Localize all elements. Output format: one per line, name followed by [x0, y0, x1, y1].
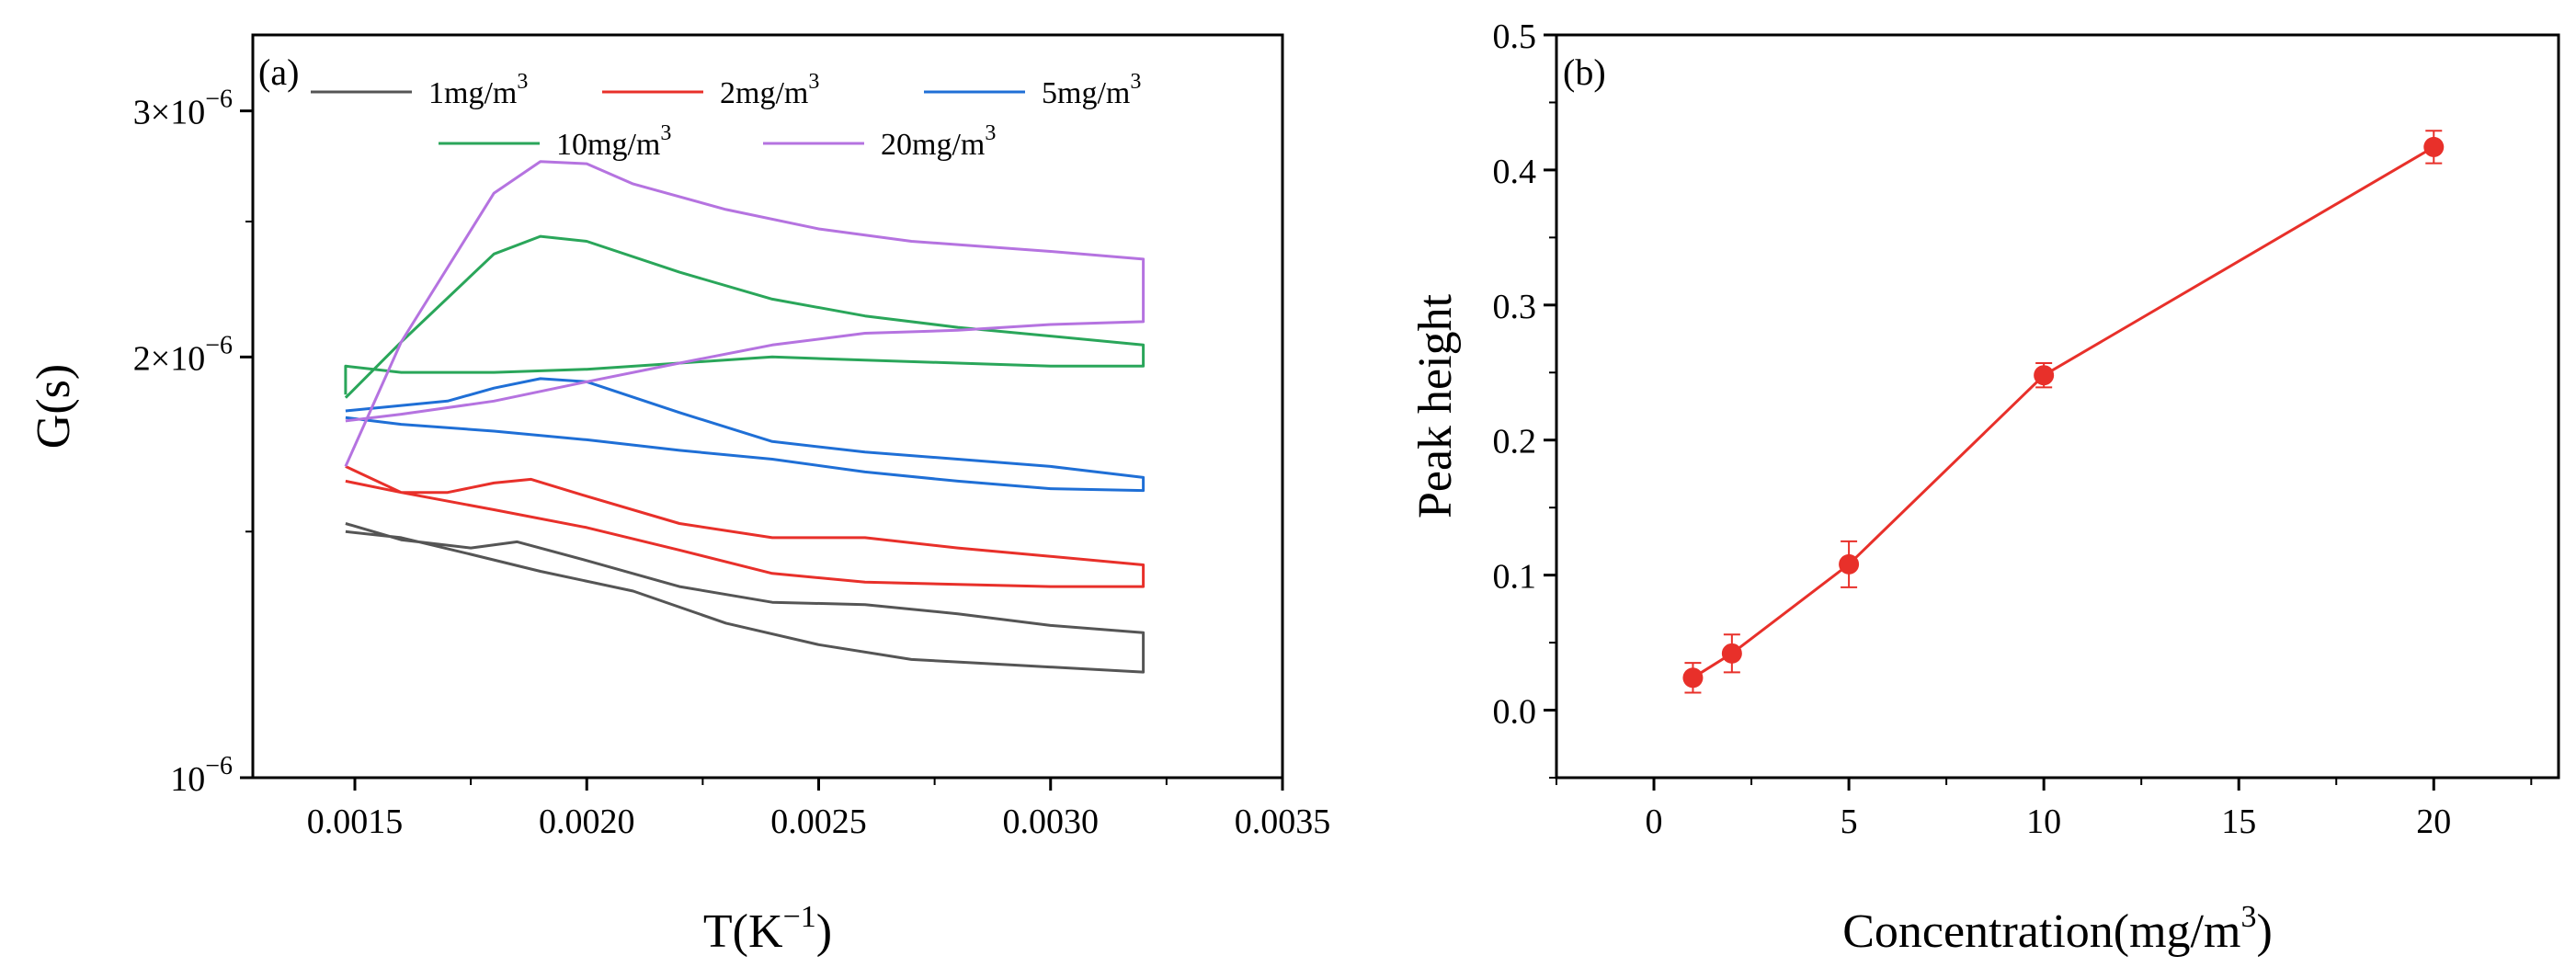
panel-b-y-tick-label: 0.3	[1493, 288, 1537, 326]
panel-a-legend-label: 10mg/m3	[556, 121, 671, 162]
panel-a-legend-label: 5mg/m3	[1042, 70, 1141, 110]
panel-a-x-axis-label: T(K−1)	[703, 900, 832, 958]
panel-b-y-tick-label: 0.4	[1493, 153, 1537, 191]
panel-b-plot-frame	[1555, 33, 2560, 780]
panel-b-data-point	[1721, 643, 1742, 664]
panel-a-x-tick-label: 0.0035	[1235, 803, 1331, 841]
panel-a-x-tick-label: 0.0015	[307, 803, 404, 841]
panel-a-legend-label: 2mg/m3	[720, 70, 819, 110]
panel-a: 0.0015 0.0020 0.0025 0.0030 0.0035 10−6 2×10−6…	[28, 33, 1330, 958]
panel-b-x-tick-label: 20	[2416, 803, 2451, 841]
panel-a-series-lines	[344, 160, 1146, 674]
panel-b-data-point	[2034, 365, 2055, 386]
panel-b-y-axis-label: Peak height	[1409, 293, 1462, 518]
panel-b-y-tick-label: 0.1	[1493, 558, 1537, 597]
panel-b-data-point	[2423, 136, 2445, 157]
panel-b-series-line	[1692, 145, 2435, 679]
panel-a-x-tick-label: 0.0025	[770, 803, 867, 841]
panel-a-ticks: 0.0015 0.0020 0.0025 0.0030 0.0035 10−6 2×10−6…	[133, 85, 1330, 841]
panel-b-y-tick-label: 0.5	[1493, 17, 1537, 56]
panel-a-legend-label: 1mg/m3	[428, 70, 528, 110]
panel-b-label: (b)	[1563, 51, 1606, 93]
panel-a-series-line	[344, 160, 1146, 468]
panel-a-series-line	[345, 522, 1146, 674]
panel-a-plot-frame	[251, 33, 1284, 780]
panel-b-x-tick-label: 0	[1646, 803, 1663, 841]
panel-b-x-tick-label: 5	[1841, 803, 1858, 841]
panel-a-series-line	[345, 465, 1146, 588]
panel-b-y-tick-label: 0.2	[1493, 423, 1537, 461]
panel-b: 0 5 10 15 20 0.0 0.1 0.2 0.3 0.4 0.5 (b) Concentra…	[1409, 17, 2560, 958]
panel-b-data-point	[1682, 667, 1704, 689]
panel-a-series-line	[345, 377, 1146, 493]
panel-a-y-axis-label: G(s)	[28, 364, 80, 449]
panel-a-x-tick-label: 0.0030	[1002, 803, 1099, 841]
panel-b-x-tick-label: 10	[2026, 803, 2061, 841]
panel-a-y-tick-label: 3×10−6	[133, 85, 233, 132]
panel-a-x-tick-label: 0.0020	[539, 803, 635, 841]
panel-a-label: (a)	[258, 51, 299, 93]
panel-b-data-point	[1839, 553, 1860, 575]
panel-a-series-line	[344, 234, 1146, 399]
panel-b-ticks: 0 5 10 15 20 0.0 0.1 0.2 0.3 0.4 0.5	[1493, 17, 2533, 841]
panel-a-legend: 1mg/m3 2mg/m3 5mg/m3 10mg/m3 20mg/m3	[311, 70, 1141, 162]
panel-a-y-tick-label: 10−6	[170, 752, 233, 799]
panel-b-y-tick-label: 0.0	[1493, 693, 1537, 732]
panel-b-data	[1682, 130, 2445, 694]
panel-b-x-axis-label: Concentration(mg/m3)	[1842, 900, 2273, 958]
panel-a-y-tick-label: 2×10−6	[133, 331, 233, 378]
panel-a-legend-label: 20mg/m3	[881, 121, 996, 162]
panel-b-x-tick-label: 15	[2221, 803, 2256, 841]
